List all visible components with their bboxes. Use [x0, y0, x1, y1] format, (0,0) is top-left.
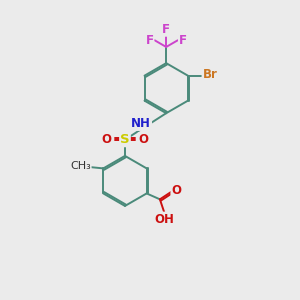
- Text: F: F: [162, 23, 170, 36]
- Text: Br: Br: [202, 68, 217, 81]
- Text: CH₃: CH₃: [70, 161, 91, 171]
- Text: OH: OH: [154, 212, 174, 226]
- Text: F: F: [179, 34, 187, 47]
- Text: S: S: [120, 133, 130, 146]
- Text: O: O: [139, 133, 148, 146]
- Text: F: F: [146, 34, 153, 47]
- Text: O: O: [101, 133, 111, 146]
- Text: NH: NH: [131, 117, 151, 130]
- Text: O: O: [171, 184, 182, 197]
